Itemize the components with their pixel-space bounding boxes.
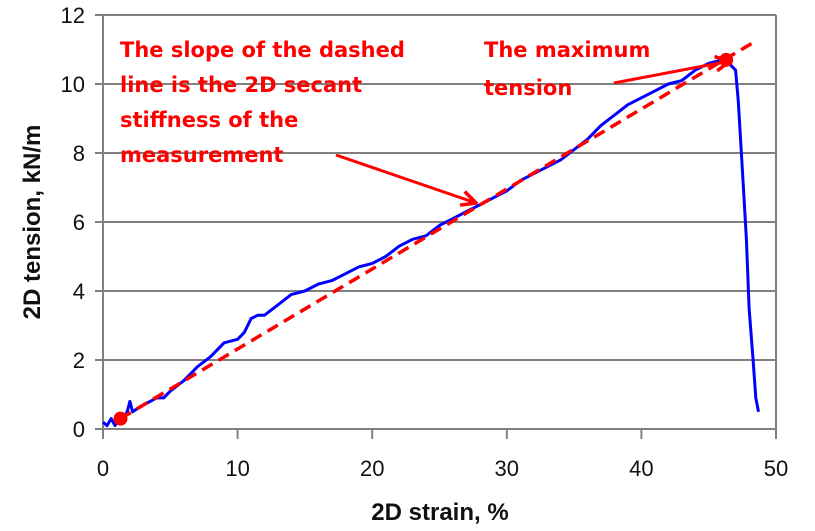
arrow-to-secant-line <box>335 153 476 203</box>
y-tick-label: 6 <box>73 210 85 235</box>
series-layer <box>102 41 760 428</box>
x-tick-label: 40 <box>629 456 653 481</box>
x-tick-label: 0 <box>97 456 109 481</box>
grid-lines <box>95 14 776 361</box>
y-axis-label: 2D tension, kN/m <box>19 125 46 320</box>
x-tick-labels: 0 10 20 30 40 50 <box>97 456 788 481</box>
marker-point <box>113 411 128 426</box>
axes <box>95 15 777 439</box>
y-tick-label: 2 <box>73 348 85 373</box>
annotations-layer: The slope of the dashed line is the 2D se… <box>120 38 730 203</box>
secant-dashed-line <box>119 41 754 421</box>
measurement-curve <box>102 58 760 428</box>
marker-point <box>719 52 734 67</box>
annotation-secant-text: measurement <box>120 143 283 167</box>
x-tick-label: 10 <box>225 456 249 481</box>
y-tick-label: 10 <box>61 72 85 97</box>
x-tick-label: 50 <box>764 456 788 481</box>
annotation-secant-text: The slope of the dashed <box>120 38 405 62</box>
y-tick-labels: 0 2 4 6 8 10 12 <box>61 3 85 442</box>
y-tick-label: 0 <box>73 417 85 442</box>
annotation-max-text: The maximum <box>484 38 650 62</box>
y-tick-label: 8 <box>73 141 85 166</box>
annotation-secant-text: line is the 2D secant <box>120 73 362 97</box>
annotation-secant-text: stiffness of the <box>120 108 298 132</box>
x-tick-label: 30 <box>495 456 519 481</box>
y-tick-label: 12 <box>61 3 85 28</box>
arrow-to-max-point <box>613 61 730 85</box>
x-tick-label: 20 <box>360 456 384 481</box>
annotation-max-text: tension <box>484 76 572 100</box>
x-axis-label: 2D strain, % <box>371 499 508 526</box>
y-tick-label: 4 <box>73 279 85 304</box>
